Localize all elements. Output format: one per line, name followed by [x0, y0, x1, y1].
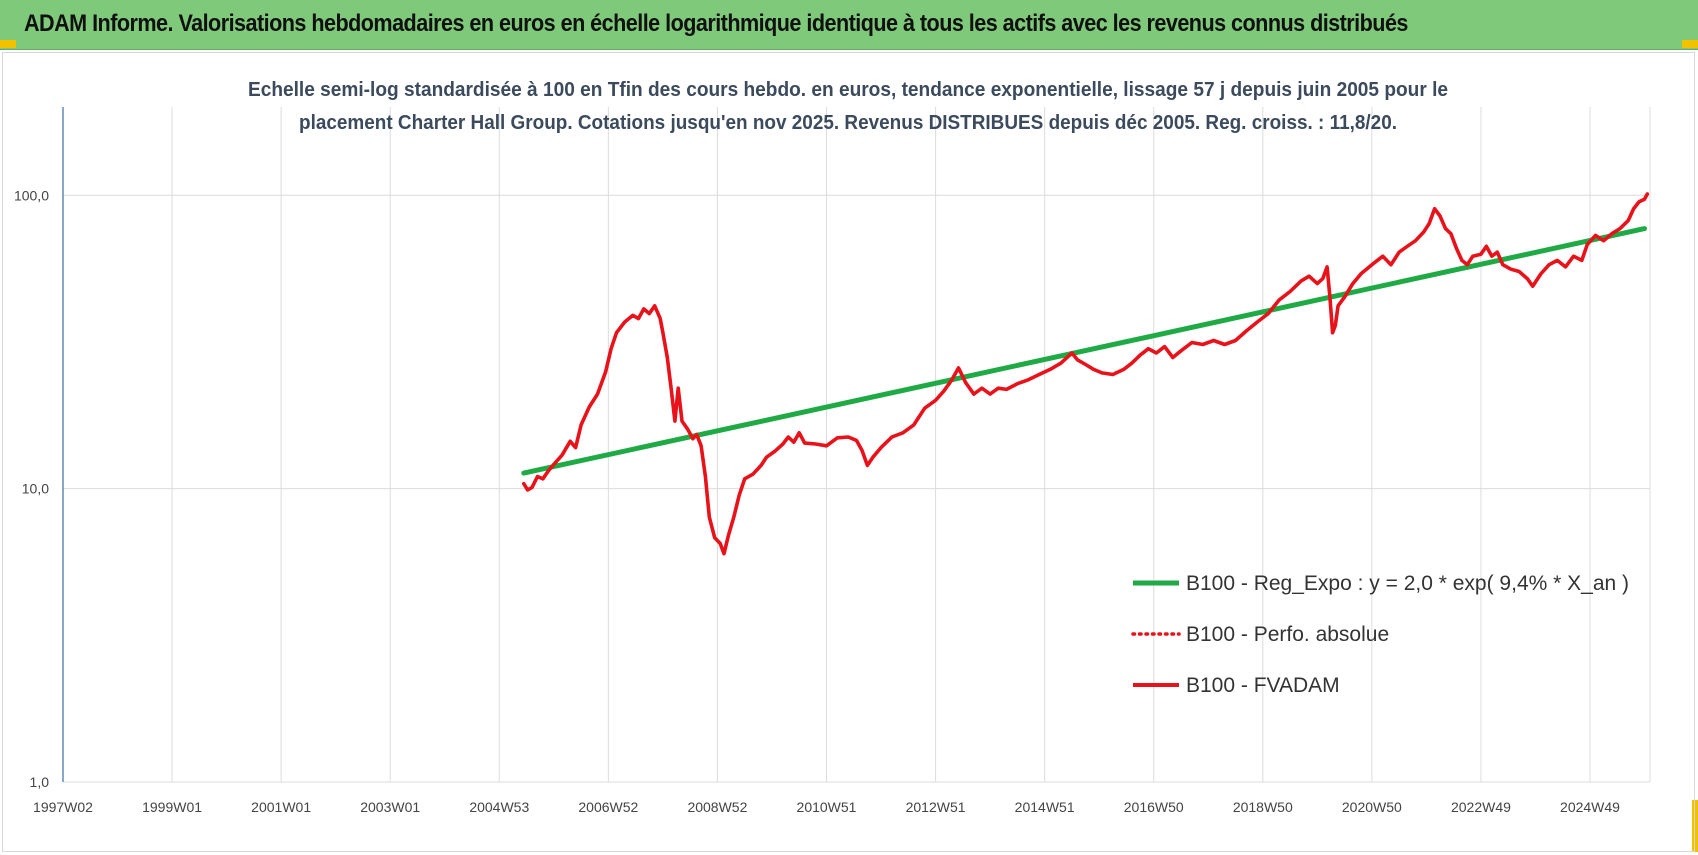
x-tick-label: 2008W52	[687, 799, 747, 815]
legend-label-2: B100 - FVADAM	[1186, 674, 1340, 697]
x-tick-label: 2024W49	[1560, 799, 1620, 815]
corner-accent-top-right	[1682, 40, 1698, 48]
y-tick-label: 1,0	[30, 774, 50, 790]
y-tick-label: 100,0	[14, 187, 49, 203]
x-tick-label: 2001W01	[251, 799, 311, 815]
x-tick-label: 2018W50	[1233, 799, 1293, 815]
x-tick-label: 2022W49	[1451, 799, 1511, 815]
corner-accent-bottom-right	[1692, 800, 1698, 852]
chart-frame	[2, 52, 1695, 852]
y-tick-label: 10,0	[22, 481, 49, 497]
page-title: ADAM Informe. Valorisations hebdomadaire…	[24, 10, 1408, 37]
series-line-2	[522, 192, 1650, 556]
legend-label-0: B100 - Reg_Expo : y = 2,0 * exp( 9,4% * …	[1186, 572, 1629, 595]
chart-legend: B100 - Reg_Expo : y = 2,0 * exp( 9,4% * …	[1131, 572, 1629, 697]
axis-layer: 1997W02 1999W01 2001W01 2003W01 2004W53 2006W…	[14, 107, 1620, 815]
header-bar: ADAM Informe. Valorisations hebdomadaire…	[0, 0, 1698, 50]
legend-label-1: B100 - Perfo. absolue	[1186, 623, 1389, 646]
x-tick-label: 2016W50	[1124, 799, 1184, 815]
series-layer	[521, 192, 1650, 556]
x-tick-label: 2012W51	[906, 799, 966, 815]
x-tick-label: 2010W51	[797, 799, 857, 815]
x-tick-label: 2004W53	[469, 799, 529, 815]
x-tick-label: 1997W02	[33, 799, 93, 815]
x-tick-label: 2006W52	[578, 799, 638, 815]
x-tick-label: 1999W01	[142, 799, 202, 815]
series-line-0	[521, 226, 1647, 476]
chart-title-line-2: placement Charter Hall Group. Cotations …	[299, 112, 1397, 134]
x-tick-label: 2014W51	[1015, 799, 1075, 815]
grid-layer	[62, 107, 1651, 783]
chart-title-line-1: Echelle semi-log standardisée à 100 en T…	[248, 79, 1448, 101]
corner-accent-top-left	[0, 40, 16, 48]
x-tick-label: 2020W50	[1342, 799, 1402, 815]
x-tick-label: 2003W01	[360, 799, 420, 815]
